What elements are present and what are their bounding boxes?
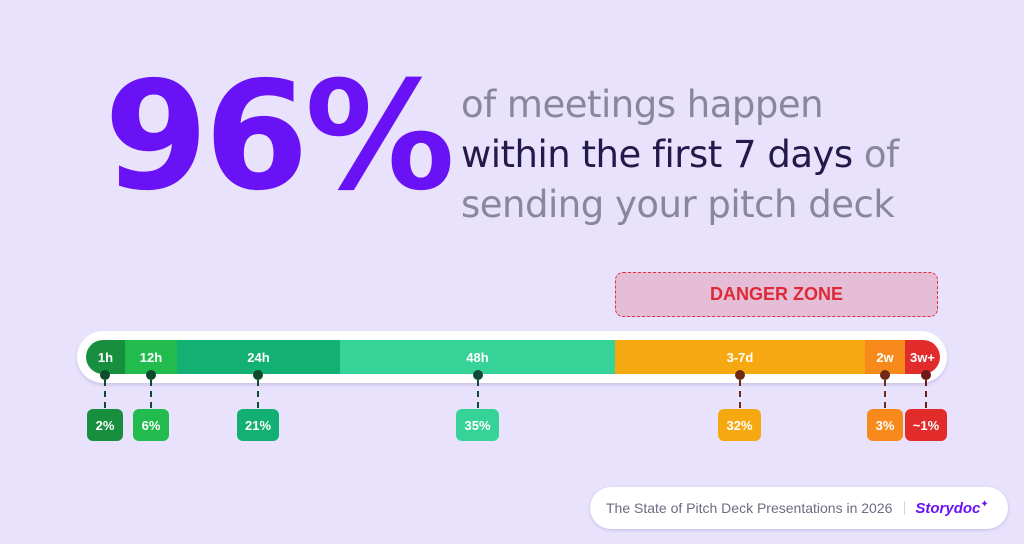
marker-dot-icon — [146, 370, 156, 380]
segment-12h: 12h — [125, 340, 177, 374]
marker-connector — [477, 380, 479, 408]
storydoc-logo: Storydoc✦ — [915, 499, 988, 517]
percent-badge-2w: 3% — [867, 409, 903, 441]
percent-badge-3w+: ~1% — [905, 409, 947, 441]
footer-text: The State of Pitch Deck Presentations in… — [606, 500, 893, 516]
segment-24h: 24h — [177, 340, 340, 374]
timeline-bar: 1h 12h 24h 48h 3-7d 2w 3w+ — [86, 340, 940, 374]
percent-badge-12h: 6% — [133, 409, 169, 441]
marker-connector — [150, 380, 152, 408]
marker-dot-icon — [880, 370, 890, 380]
segment-1h: 1h — [86, 340, 125, 374]
segment-2w: 2w — [865, 340, 905, 374]
percent-badge-24h: 21% — [237, 409, 279, 441]
marker-dot-icon — [253, 370, 263, 380]
percent-badge-48h: 35% — [456, 409, 499, 441]
percent-badge-1h: 2% — [87, 409, 123, 441]
marker-dot-icon — [735, 370, 745, 380]
marker-connector — [257, 380, 259, 408]
marker-dot-icon — [100, 370, 110, 380]
marker-connector — [104, 380, 106, 408]
footer-badge: The State of Pitch Deck Presentations in… — [590, 487, 1008, 529]
segment-3-7d: 3-7d — [615, 340, 865, 374]
marker-connector — [739, 380, 741, 408]
footer-divider — [904, 501, 906, 515]
headline-line-2: within the first 7 days of — [461, 130, 899, 180]
marker-connector — [884, 380, 886, 408]
danger-zone-label: DANGER ZONE — [615, 272, 938, 317]
segment-3w+: 3w+ — [905, 340, 940, 374]
headline-line-1: of meetings happen — [461, 83, 824, 126]
headline-stat: 96% — [104, 50, 455, 224]
headline-line-3: sending your pitch deck — [461, 183, 895, 226]
segment-48h: 48h — [340, 340, 615, 374]
headline-line-2-tail: of — [852, 133, 899, 176]
headline-text: of meetings happen within the first 7 da… — [461, 80, 899, 230]
sparkle-icon: ✦ — [980, 499, 989, 510]
marker-dot-icon — [473, 370, 483, 380]
marker-dot-icon — [921, 370, 931, 380]
percent-badge-3-7d: 32% — [718, 409, 761, 441]
brand-name: Storydoc — [915, 500, 981, 517]
marker-connector — [925, 380, 927, 408]
headline-emphasis: within the first 7 days — [461, 133, 853, 176]
